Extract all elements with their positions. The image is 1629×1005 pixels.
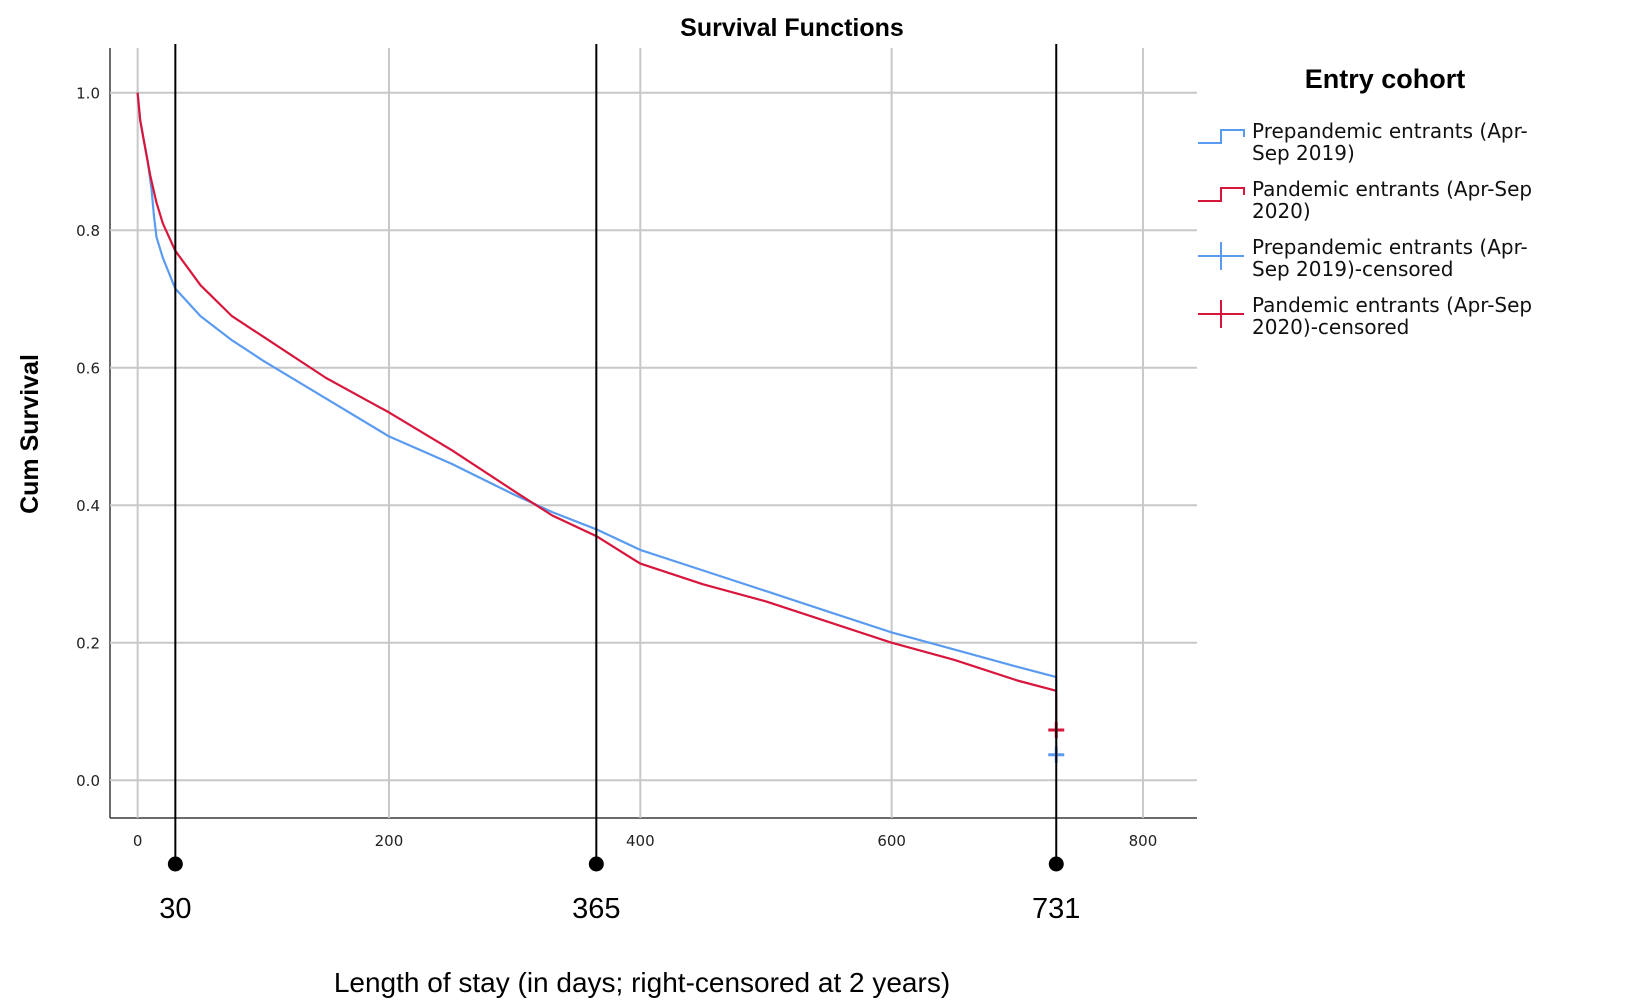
legend-label: 2020)-censored <box>1252 315 1409 339</box>
y-axis-label: Cum Survival <box>16 354 44 514</box>
reference-dot-365 <box>588 856 604 872</box>
grid-layer <box>110 48 1197 818</box>
x-axis-label: Length of stay (in days; right-censored … <box>334 967 950 998</box>
legend: Entry cohort Prepandemic entrants (Apr-S… <box>1198 64 1532 339</box>
reference-label-30: 30 <box>159 893 191 925</box>
x-tick-label: 400 <box>626 832 655 850</box>
legend-entry: Prepandemic entrants (Apr-Sep 2019) <box>1198 119 1528 165</box>
y-tick-label: 0.8 <box>76 222 100 240</box>
y-tick-label: 0.6 <box>76 360 100 378</box>
x-tick-labels: 0 200 400 600 800 <box>133 832 1157 850</box>
x-tick-label: 200 <box>375 832 404 850</box>
chart-title: Survival Functions <box>680 14 904 42</box>
legend-label: 2020) <box>1252 199 1311 223</box>
y-tick-label: 0.2 <box>76 635 100 653</box>
x-tick-label: 800 <box>1129 832 1158 850</box>
legend-label: Sep 2019) <box>1252 141 1355 165</box>
reference-label-365: 365 <box>572 893 620 925</box>
y-tick-label: 0.0 <box>76 772 100 790</box>
legend-entry: Prepandemic entrants (Apr-Sep 2019)-cens… <box>1198 235 1528 281</box>
annotation-layer: 30 365 731 <box>159 44 1080 925</box>
legend-label: Prepandemic entrants (Apr- <box>1252 235 1528 259</box>
series-line-pandemic <box>136 92 1057 692</box>
legend-label: Pandemic entrants (Apr-Sep <box>1252 177 1532 201</box>
legend-step-symbol <box>1198 129 1245 144</box>
reference-dot-30 <box>167 856 183 872</box>
legend-step-symbol <box>1198 187 1245 202</box>
legend-label: Prepandemic entrants (Apr- <box>1252 119 1528 143</box>
x-tick-label: 600 <box>877 832 906 850</box>
reference-label-731: 731 <box>1032 893 1080 925</box>
series-line-prepandemic <box>136 92 1057 679</box>
legend-label: Sep 2019)-censored <box>1252 257 1453 281</box>
legend-title: Entry cohort <box>1305 64 1466 94</box>
legend-entries: Prepandemic entrants (Apr-Sep 2019)Pande… <box>1198 119 1532 339</box>
plot-area <box>109 48 1197 819</box>
y-tick-labels: 0.0 0.2 0.4 0.6 0.8 1.0 <box>76 85 100 791</box>
y-tick-label: 0.4 <box>76 497 100 515</box>
y-tick-label: 1.0 <box>76 85 100 103</box>
x-tick-label: 0 <box>133 832 143 850</box>
reference-dot-731 <box>1048 856 1064 872</box>
legend-label: Pandemic entrants (Apr-Sep <box>1252 293 1532 317</box>
